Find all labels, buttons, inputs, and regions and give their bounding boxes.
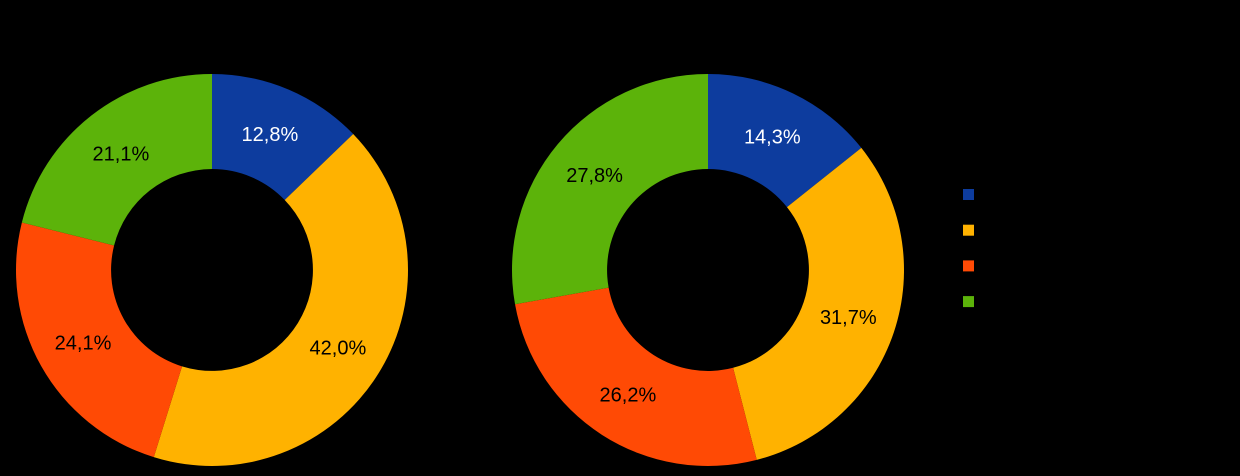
donut-slice bbox=[512, 74, 708, 305]
donut-slice bbox=[153, 134, 408, 466]
slice-label: 12,8% bbox=[242, 124, 299, 146]
slice-label: 42,0% bbox=[310, 338, 367, 360]
slice-label: 31,7% bbox=[820, 307, 877, 329]
legend-swatch bbox=[963, 260, 974, 272]
donut-slice bbox=[515, 287, 757, 466]
legend bbox=[963, 189, 974, 308]
donut-slice bbox=[21, 74, 212, 246]
slice-label: 21,1% bbox=[93, 143, 150, 165]
legend-swatch bbox=[963, 224, 974, 236]
legend-swatch bbox=[963, 189, 974, 200]
slice-label: 24,1% bbox=[55, 333, 112, 355]
legend-swatch bbox=[963, 296, 974, 308]
donut-slice bbox=[708, 73, 862, 208]
donut-slice bbox=[733, 147, 905, 460]
slice-label: 27,8% bbox=[566, 165, 623, 187]
donut-slice bbox=[16, 222, 183, 458]
slice-label: 26,2% bbox=[600, 385, 657, 407]
donut-chart-left: 12,8% 42,0% 24,1% 21,1% bbox=[16, 74, 408, 466]
donut-chart-right: 14,3% 31,7% 26,2% 27,8% bbox=[512, 73, 905, 466]
slice-label: 14,3% bbox=[744, 127, 801, 149]
donut-slice bbox=[212, 74, 354, 200]
